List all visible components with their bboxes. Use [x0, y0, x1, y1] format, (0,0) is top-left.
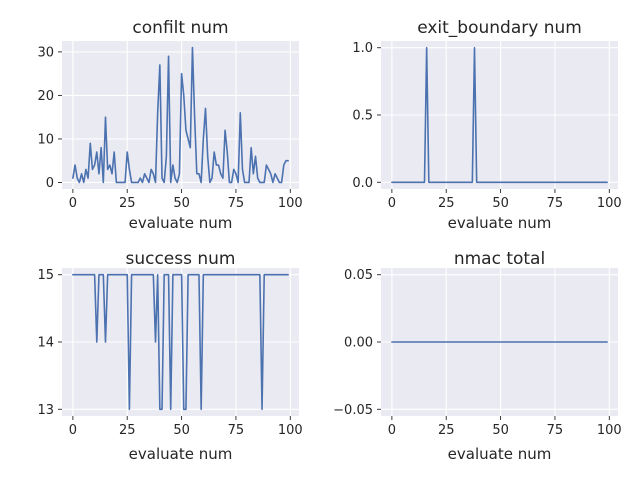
subplot-exit-boundary-num: 0 25 50 75 100 0.0 0.5 1.0 exit_boundary num e…	[352, 18, 621, 232]
subplot-nmac-total: 0 25 50 75 100 −0.05 0.00 0.05 nmac total eval…	[333, 249, 622, 463]
y-tick-label: 13	[37, 403, 54, 418]
x-tick-label: 100	[597, 423, 622, 438]
x-tick-label: 100	[597, 196, 622, 211]
chart-title: nmac total	[454, 249, 545, 269]
x-tick-label: 75	[547, 423, 564, 438]
x-tick-label: 50	[173, 196, 190, 211]
y-tick-label: 0.00	[344, 336, 373, 351]
x-tick-label: 50	[173, 423, 190, 438]
y-tick-label: 1.0	[352, 41, 373, 56]
x-tick-label: 100	[278, 196, 303, 211]
series-line	[72, 46, 289, 184]
subplot-success-num: 0 25 50 75 100 13 14 15 success num evaluate n…	[37, 249, 302, 463]
y-ticks: −0.05 0.00 0.05	[333, 268, 381, 418]
y-tick-label: −0.05	[333, 403, 373, 418]
series-line	[391, 46, 608, 184]
chart-title: exit_boundary num	[417, 18, 582, 38]
x-tick-label: 75	[228, 423, 245, 438]
x-tick-label: 100	[278, 423, 303, 438]
x-tick-label: 0	[69, 196, 77, 211]
x-ticks: 0 25 50 75 100	[388, 189, 622, 211]
x-ticks: 0 25 50 75 100	[388, 416, 622, 438]
x-tick-label: 0	[388, 423, 396, 438]
x-axis-label: evaluate num	[448, 214, 552, 232]
y-tick-label: 20	[37, 89, 54, 104]
y-ticks: 13 14 15	[37, 268, 62, 418]
x-tick-label: 25	[438, 196, 455, 211]
x-ticks: 0 25 50 75 100	[69, 416, 303, 438]
series-layer	[391, 46, 608, 184]
chart-title: confilt num	[132, 18, 228, 38]
x-axis-label: evaluate num	[129, 214, 233, 232]
x-tick-label: 75	[228, 196, 245, 211]
x-axis-label: evaluate num	[448, 445, 552, 463]
series-layer	[72, 46, 289, 184]
x-tick-label: 25	[119, 423, 136, 438]
x-tick-label: 50	[492, 423, 509, 438]
series-line	[72, 273, 289, 411]
x-ticks: 0 25 50 75 100	[69, 189, 303, 211]
y-tick-label: 14	[37, 336, 54, 351]
y-tick-label: 0	[46, 176, 54, 191]
y-tick-label: 15	[37, 268, 54, 283]
y-ticks: 0.0 0.5 1.0	[352, 41, 381, 191]
y-tick-label: 30	[37, 45, 54, 60]
x-tick-label: 25	[438, 423, 455, 438]
x-tick-label: 75	[547, 196, 564, 211]
y-tick-label: 0.5	[352, 109, 373, 124]
x-tick-label: 0	[388, 196, 396, 211]
y-ticks: 0 10 20 30	[37, 45, 62, 191]
x-tick-label: 50	[492, 196, 509, 211]
x-tick-label: 0	[69, 423, 77, 438]
subplot-confilt-num: 0 25 50 75 100 0 10 20 30 confilt num evaluate …	[37, 18, 302, 232]
x-tick-label: 25	[119, 196, 136, 211]
y-tick-label: 0.0	[352, 176, 373, 191]
x-axis-label: evaluate num	[129, 445, 233, 463]
series-layer	[72, 273, 289, 411]
y-tick-label: 0.05	[344, 268, 373, 283]
chart-title: success num	[125, 249, 235, 269]
y-tick-label: 10	[37, 132, 54, 147]
